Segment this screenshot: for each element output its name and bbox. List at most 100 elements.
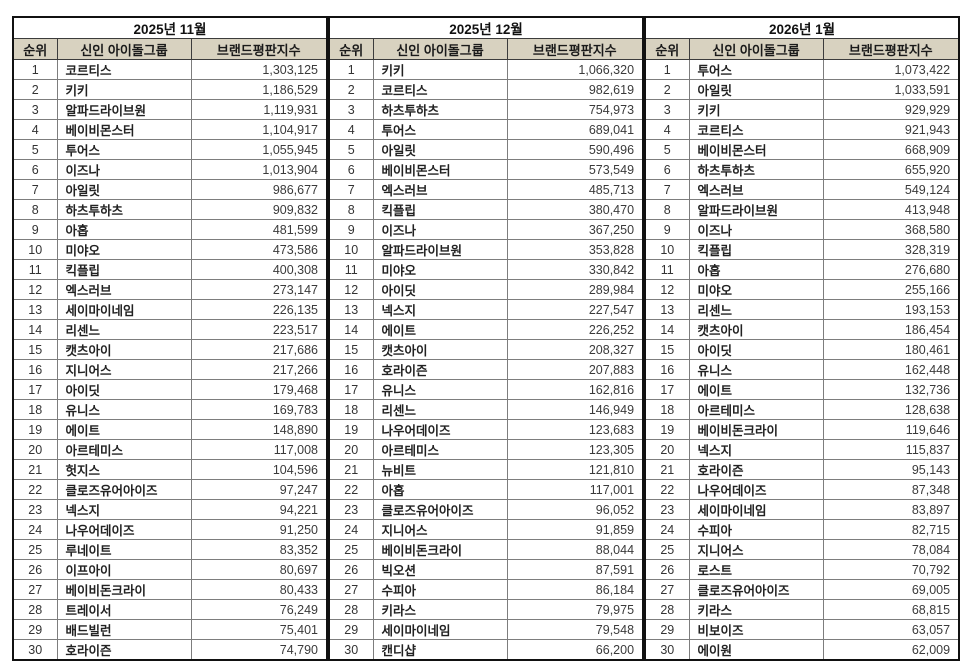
- rank-cell: 26: [12, 559, 58, 580]
- column-header-row: 순위 신인 아이돌그룹 브랜드평판지수: [328, 38, 644, 60]
- group-cell: 알파드라이브원: [372, 239, 508, 260]
- rank-cell: 18: [328, 399, 374, 420]
- value-cell: 986,677: [190, 179, 328, 200]
- rank-cell: 13: [644, 299, 690, 320]
- table-row: 12 엑스러브 273,147: [12, 279, 328, 300]
- value-cell: 217,686: [190, 339, 328, 360]
- rank-cell: 25: [12, 539, 58, 560]
- rank-cell: 14: [12, 319, 58, 340]
- rank-cell: 26: [644, 559, 690, 580]
- group-cell: 아이딧: [688, 339, 824, 360]
- table-row: 12 아이딧 289,984: [328, 279, 644, 300]
- rank-cell: 2: [644, 79, 690, 100]
- value-cell: 485,713: [506, 179, 644, 200]
- value-cell: 121,810: [506, 459, 644, 480]
- value-cell: 70,792: [822, 559, 960, 580]
- value-cell: 1,186,529: [190, 79, 328, 100]
- group-cell: 투어스: [688, 59, 824, 80]
- table-row: 24 수피아 82,715: [644, 519, 960, 540]
- value-cell: 1,013,904: [190, 159, 328, 180]
- table-row: 11 미야오 330,842: [328, 259, 644, 280]
- table-row: 8 하츠투하츠 909,832: [12, 199, 328, 220]
- value-cell: 590,496: [506, 139, 644, 160]
- value-cell: 86,184: [506, 579, 644, 600]
- group-cell: 이즈나: [372, 219, 508, 240]
- rank-cell: 10: [328, 239, 374, 260]
- table-row: 4 베이비몬스터 1,104,917: [12, 119, 328, 140]
- group-cell: 아이딧: [372, 279, 508, 300]
- table-row: 13 리센느 193,153: [644, 299, 960, 320]
- value-cell: 80,433: [190, 579, 328, 600]
- value-cell: 148,890: [190, 419, 328, 440]
- rank-table-2025-11: 2025년 11월 순위 신인 아이돌그룹 브랜드평판지수 1 코르티스 1,3…: [12, 16, 328, 661]
- table-row: 18 유니스 169,783: [12, 399, 328, 420]
- group-cell: 클로즈유어아이즈: [688, 579, 824, 600]
- rank-cell: 6: [644, 159, 690, 180]
- group-cell: 에이트: [688, 379, 824, 400]
- group-cell: 베이비몬스터: [688, 139, 824, 160]
- rank-cell: 16: [644, 359, 690, 380]
- rank-cell: 16: [12, 359, 58, 380]
- table-row: 9 이즈나 368,580: [644, 219, 960, 240]
- rank-cell: 11: [12, 259, 58, 280]
- group-cell: 캣츠아이: [56, 339, 192, 360]
- table-row: 13 세이마이네임 226,135: [12, 299, 328, 320]
- table-row: 26 이프아이 80,697: [12, 559, 328, 580]
- value-cell: 481,599: [190, 219, 328, 240]
- col-header-rank: 순위: [328, 38, 374, 60]
- table-row: 6 베이비몬스터 573,549: [328, 159, 644, 180]
- value-cell: 62,009: [822, 639, 960, 661]
- group-cell: 지니어스: [56, 359, 192, 380]
- group-cell: 비보이즈: [688, 619, 824, 640]
- table-row: 11 아홉 276,680: [644, 259, 960, 280]
- table-row: 4 코르티스 921,943: [644, 119, 960, 140]
- group-cell: 베이비돈크라이: [372, 539, 508, 560]
- rank-cell: 7: [644, 179, 690, 200]
- value-cell: 79,548: [506, 619, 644, 640]
- table-row: 21 헛지스 104,596: [12, 459, 328, 480]
- value-cell: 83,897: [822, 499, 960, 520]
- value-cell: 66,200: [506, 639, 644, 661]
- value-cell: 193,153: [822, 299, 960, 320]
- value-cell: 668,909: [822, 139, 960, 160]
- rank-cell: 13: [328, 299, 374, 320]
- table-row: 6 하츠투하츠 655,920: [644, 159, 960, 180]
- group-cell: 로스트: [688, 559, 824, 580]
- rank-cell: 3: [328, 99, 374, 120]
- table-row: 23 클로즈유어아이즈 96,052: [328, 499, 644, 520]
- value-cell: 1,033,591: [822, 79, 960, 100]
- group-cell: 코르티스: [372, 79, 508, 100]
- table-row: 20 넥스지 115,837: [644, 439, 960, 460]
- group-cell: 빅오션: [372, 559, 508, 580]
- table-row: 28 키라스 68,815: [644, 599, 960, 620]
- value-cell: 754,973: [506, 99, 644, 120]
- rank-cell: 25: [328, 539, 374, 560]
- rank-cell: 27: [644, 579, 690, 600]
- table-row: 1 코르티스 1,303,125: [12, 59, 328, 80]
- table-row: 16 유니스 162,448: [644, 359, 960, 380]
- table-row: 2 아일릿 1,033,591: [644, 79, 960, 100]
- table-row: 5 아일릿 590,496: [328, 139, 644, 160]
- table-row: 17 에이트 132,736: [644, 379, 960, 400]
- group-cell: 지니어스: [688, 539, 824, 560]
- group-cell: 수피아: [688, 519, 824, 540]
- rank-cell: 13: [12, 299, 58, 320]
- value-cell: 367,250: [506, 219, 644, 240]
- group-cell: 호라이즌: [372, 359, 508, 380]
- value-cell: 146,949: [506, 399, 644, 420]
- value-cell: 68,815: [822, 599, 960, 620]
- value-cell: 1,119,931: [190, 99, 328, 120]
- table-row: 25 지니어스 78,084: [644, 539, 960, 560]
- rank-cell: 19: [12, 419, 58, 440]
- rank-cell: 17: [12, 379, 58, 400]
- rank-cell: 4: [644, 119, 690, 140]
- value-cell: 573,549: [506, 159, 644, 180]
- table-row: 3 알파드라이브원 1,119,931: [12, 99, 328, 120]
- table-row: 23 넥스지 94,221: [12, 499, 328, 520]
- group-cell: 코르티스: [688, 119, 824, 140]
- table-row: 15 캣츠아이 217,686: [12, 339, 328, 360]
- group-cell: 세이마이네임: [56, 299, 192, 320]
- group-cell: 킥플립: [688, 239, 824, 260]
- rank-cell: 27: [12, 579, 58, 600]
- group-cell: 투어스: [372, 119, 508, 140]
